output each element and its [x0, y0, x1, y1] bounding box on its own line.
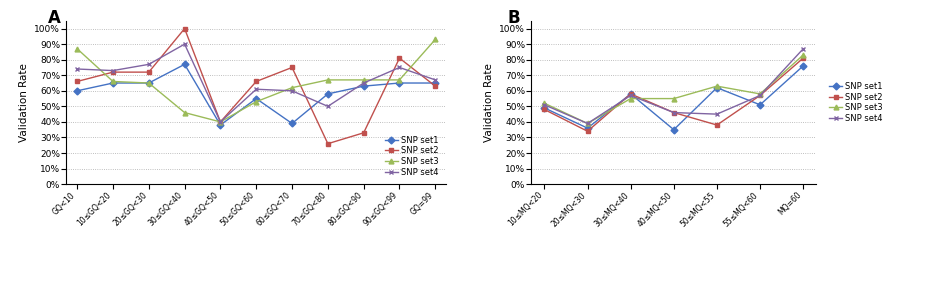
SNP set3	[251, 100, 262, 103]
SNP set2	[797, 56, 809, 60]
SNP set4	[711, 112, 722, 116]
SNP set1	[582, 126, 593, 130]
SNP set1	[287, 122, 298, 125]
SNP set2	[71, 80, 83, 83]
SNP set4	[754, 94, 766, 97]
SNP set3	[107, 80, 119, 83]
Line: SNP set2: SNP set2	[75, 26, 437, 146]
SNP set4	[287, 89, 298, 93]
SNP set3	[754, 92, 766, 96]
SNP set4	[179, 42, 191, 46]
SNP set3	[668, 97, 679, 100]
SNP set3	[143, 81, 155, 85]
Legend: SNP set1, SNP set2, SNP set3, SNP set4: SNP set1, SNP set2, SNP set3, SNP set4	[381, 132, 442, 180]
Line: SNP set4: SNP set4	[75, 42, 437, 124]
SNP set1	[143, 81, 155, 85]
Y-axis label: Validation Rate: Validation Rate	[19, 63, 28, 142]
SNP set4	[214, 120, 226, 124]
Line: SNP set3: SNP set3	[542, 53, 806, 126]
SNP set3	[394, 78, 405, 82]
SNP set2	[358, 131, 369, 135]
SNP set4	[668, 111, 679, 114]
SNP set3	[179, 111, 191, 114]
SNP set3	[539, 102, 550, 105]
SNP set3	[214, 120, 226, 124]
Legend: SNP set1, SNP set2, SNP set3, SNP set4: SNP set1, SNP set2, SNP set3, SNP set4	[826, 79, 886, 126]
SNP set3	[711, 84, 722, 88]
SNP set3	[71, 47, 83, 50]
SNP set2	[251, 80, 262, 83]
SNP set1	[430, 81, 441, 85]
SNP set2	[711, 123, 722, 127]
SNP set1	[711, 86, 722, 89]
SNP set2	[322, 142, 333, 146]
SNP set4	[430, 78, 441, 82]
SNP set1	[394, 81, 405, 85]
SNP set4	[322, 105, 333, 108]
SNP set2	[179, 27, 191, 30]
SNP set3	[797, 53, 809, 57]
SNP set4	[251, 87, 262, 91]
SNP set4	[582, 122, 593, 125]
SNP set3	[625, 97, 637, 100]
SNP set2	[430, 84, 441, 88]
Line: SNP set1: SNP set1	[542, 64, 806, 132]
SNP set4	[358, 81, 369, 85]
SNP set1	[754, 103, 766, 107]
SNP set1	[797, 64, 809, 68]
SNP set1	[322, 92, 333, 96]
SNP set4	[107, 69, 119, 72]
SNP set2	[394, 56, 405, 60]
SNP set2	[107, 70, 119, 74]
Line: SNP set4: SNP set4	[542, 46, 806, 126]
SNP set3	[287, 86, 298, 89]
Line: SNP set2: SNP set2	[542, 56, 806, 134]
SNP set1	[539, 106, 550, 110]
SNP set1	[251, 97, 262, 100]
SNP set3	[582, 122, 593, 125]
SNP set1	[625, 92, 637, 96]
SNP set4	[539, 103, 550, 107]
SNP set4	[625, 94, 637, 97]
SNP set4	[394, 66, 405, 69]
SNP set3	[430, 38, 441, 41]
Y-axis label: Validation Rate: Validation Rate	[484, 63, 493, 142]
SNP set3	[358, 78, 369, 82]
SNP set2	[539, 108, 550, 111]
SNP set3	[322, 78, 333, 82]
SNP set1	[668, 128, 679, 132]
Text: B: B	[508, 9, 520, 27]
SNP set1	[179, 63, 191, 66]
SNP set2	[668, 111, 679, 114]
SNP set1	[214, 123, 226, 127]
SNP set1	[71, 89, 83, 93]
SNP set2	[287, 66, 298, 69]
SNP set2	[582, 129, 593, 133]
SNP set2	[143, 70, 155, 74]
SNP set2	[214, 120, 226, 124]
Line: SNP set1: SNP set1	[75, 62, 437, 127]
Text: A: A	[47, 9, 61, 27]
SNP set4	[143, 63, 155, 66]
SNP set2	[625, 92, 637, 96]
SNP set4	[71, 67, 83, 71]
SNP set4	[797, 47, 809, 50]
SNP set1	[358, 84, 369, 88]
SNP set2	[754, 94, 766, 97]
SNP set1	[107, 81, 119, 85]
Line: SNP set3: SNP set3	[75, 37, 437, 124]
